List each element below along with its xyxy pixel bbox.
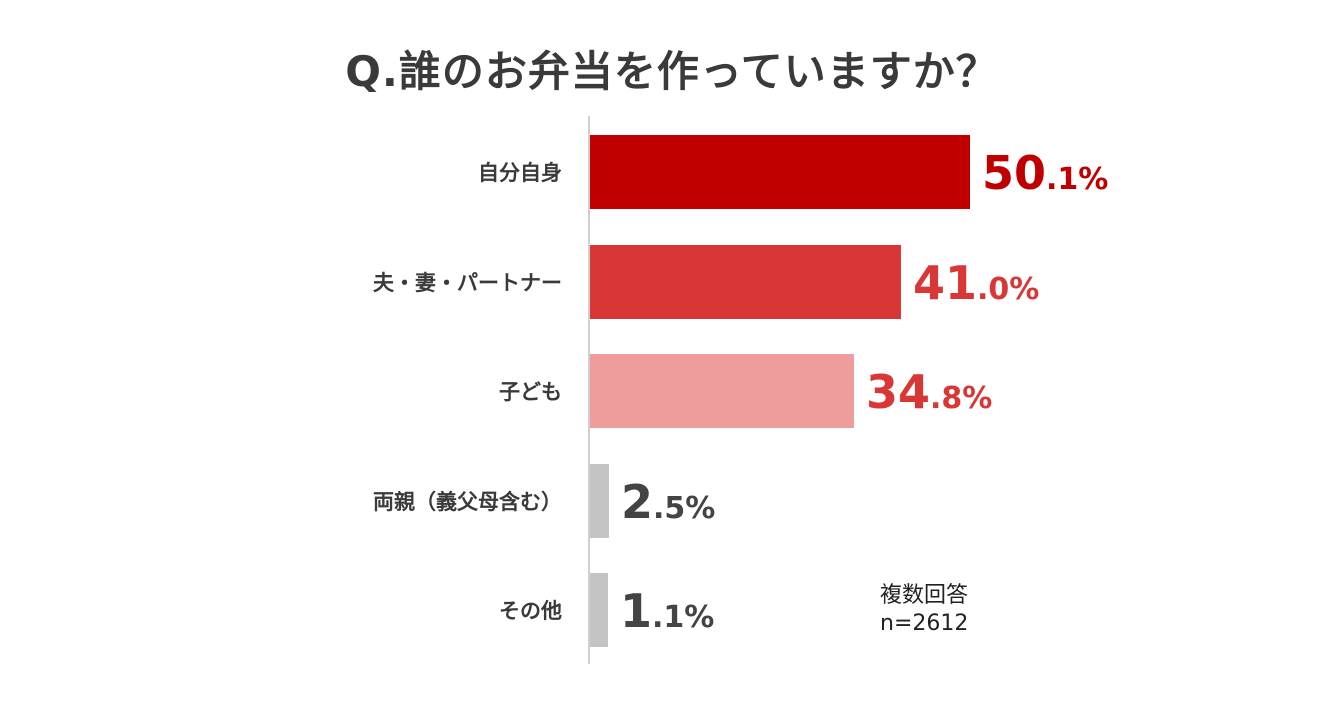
bar [590,354,854,428]
note-sample-size: n=2612 [880,611,969,636]
data-label: 1.1% [620,584,714,638]
bars-layer: 自分自身 50.1% 夫・妻・パートナー 41.0% 子ども 34.8% 両親（義父母含む）… [373,135,1108,647]
note-multiple-answer: 複数回答 [880,583,969,608]
data-label: 2.5% [621,475,715,529]
category-label: 子ども [499,380,562,404]
category-label: 両親（義父母含む） [373,490,562,514]
data-label: 41.0% [913,256,1039,310]
bar [590,573,608,647]
category-label: その他 [499,599,562,623]
sample-note: 複数回答 n=2612 [880,582,968,638]
bar [590,245,901,319]
category-label: 自分自身 [478,161,562,185]
bar [590,464,609,538]
category-label: 夫・妻・パートナー [373,271,562,295]
bar [590,135,970,209]
data-label: 50.1% [982,146,1108,200]
chart-title: Q.誰のお弁当を作っていますか？ [345,47,999,96]
data-label: 34.8% [866,365,992,419]
